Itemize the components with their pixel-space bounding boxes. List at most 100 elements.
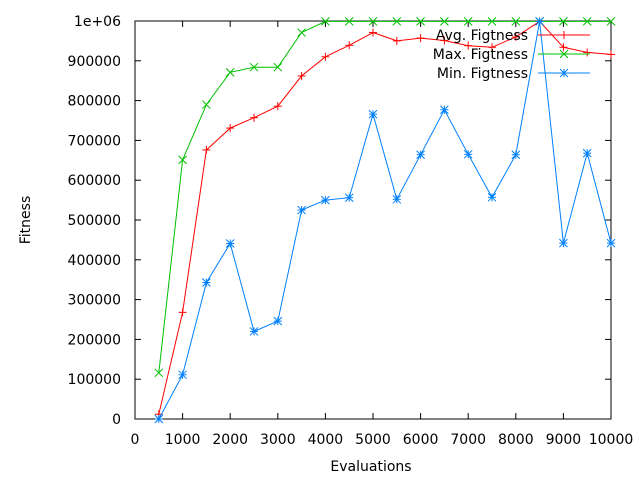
legend-marker-avg-figtness <box>560 31 568 39</box>
data-point-min-figtness <box>559 238 568 248</box>
series-max-figtness <box>154 17 616 378</box>
data-point-max-figtness <box>154 368 164 378</box>
data-point-max-figtness <box>249 62 259 72</box>
data-point-max-figtness <box>606 17 616 26</box>
data-point-avg-figtness <box>250 113 258 122</box>
x-tick-label: 3000 <box>260 432 296 448</box>
y-tick-label: 600000 <box>68 173 121 189</box>
data-point-avg-figtness <box>178 308 187 317</box>
data-point-max-figtness <box>392 17 402 26</box>
y-tick-label: 700000 <box>68 133 121 149</box>
data-point-min-figtness <box>297 205 306 215</box>
data-point-min-figtness <box>202 278 211 287</box>
data-point-min-figtness <box>463 149 473 159</box>
x-tick-label: 1000 <box>165 432 201 448</box>
plot-frame <box>134 20 612 420</box>
legend-label: Avg. Figtness <box>436 28 528 44</box>
data-point-min-figtness <box>368 109 378 119</box>
y-tick-label: 0 <box>112 412 121 428</box>
x-tick-label: 8000 <box>498 432 534 448</box>
data-point-avg-figtness <box>559 43 568 52</box>
data-point-max-figtness <box>559 17 568 26</box>
data-point-min-figtness <box>440 105 449 115</box>
data-point-avg-figtness <box>392 36 401 45</box>
series-line-min-figtness <box>158 21 612 420</box>
data-point-max-figtness <box>178 155 187 165</box>
data-point-min-figtness <box>582 148 592 158</box>
data-point-min-figtness <box>392 194 402 204</box>
data-point-min-figtness <box>178 370 187 380</box>
data-point-avg-figtness <box>297 71 306 80</box>
legend-label: Max. Figtness <box>433 47 528 63</box>
data-point-max-figtness <box>440 17 449 26</box>
data-point-min-figtness <box>511 150 521 160</box>
data-point-max-figtness <box>487 17 497 26</box>
data-point-max-figtness <box>297 28 306 37</box>
data-point-min-figtness <box>154 414 164 424</box>
data-point-avg-figtness <box>583 48 592 57</box>
legend-item-max-figtness: Max. Figtness <box>433 47 590 63</box>
data-point-max-figtness <box>463 17 473 26</box>
x-axis-title: Evaluations <box>330 459 411 475</box>
y-tick-label: 200000 <box>68 332 121 348</box>
data-point-min-figtness <box>225 239 235 248</box>
data-point-avg-figtness <box>369 28 377 37</box>
data-point-max-figtness <box>273 62 283 72</box>
data-point-max-figtness <box>511 17 521 26</box>
data-point-avg-figtness <box>226 124 235 133</box>
data-point-avg-figtness <box>464 41 473 50</box>
data-point-avg-figtness <box>345 41 354 50</box>
data-point-max-figtness <box>416 17 425 26</box>
y-tick-label: 400000 <box>68 253 121 269</box>
data-point-avg-figtness <box>440 36 449 45</box>
data-point-max-figtness <box>344 17 354 26</box>
data-point-avg-figtness <box>273 102 282 111</box>
y-tick-label: 900000 <box>68 54 121 70</box>
data-point-min-figtness <box>487 192 497 202</box>
data-point-avg-figtness <box>202 145 211 154</box>
data-point-avg-figtness <box>511 32 520 41</box>
legend-label: Min. Figtness <box>437 66 528 82</box>
y-tick-label: 300000 <box>68 293 121 309</box>
data-point-max-figtness <box>368 17 378 26</box>
series-min-figtness <box>154 17 616 424</box>
data-point-avg-figtness <box>416 34 425 43</box>
data-point-max-figtness <box>321 17 330 26</box>
y-tick-label: 100000 <box>68 372 121 388</box>
data-point-min-figtness <box>321 195 330 205</box>
x-tick-label: 6000 <box>403 432 439 448</box>
series-line-avg-figtness <box>158 20 612 415</box>
series-layer <box>154 17 616 424</box>
x-tick-label: 7000 <box>450 432 486 448</box>
legend-item-avg-figtness: Avg. Figtness <box>436 28 590 44</box>
data-point-min-figtness <box>416 150 425 160</box>
data-point-max-figtness <box>225 67 235 77</box>
data-point-min-figtness <box>344 193 354 203</box>
y-tick-label: 800000 <box>68 94 121 110</box>
data-point-avg-figtness <box>607 50 615 59</box>
data-point-avg-figtness <box>488 43 496 52</box>
x-tick-label: 4000 <box>308 432 344 448</box>
data-point-min-figtness <box>273 316 283 326</box>
x-tick-label: 0 <box>131 432 140 448</box>
x-tick-label: 10000 <box>589 432 634 448</box>
data-point-min-figtness <box>249 327 259 336</box>
y-tick-label: 1e+06 <box>74 14 121 30</box>
y-axis-title: Fitness <box>18 196 34 245</box>
x-tick-label: 5000 <box>355 432 391 448</box>
data-point-min-figtness <box>606 238 616 248</box>
data-point-avg-figtness <box>321 52 330 61</box>
y-tick-label: 500000 <box>68 213 121 229</box>
legend: Avg. Figtness Max. Figtness Min. Figtness <box>433 28 590 82</box>
x-tick-label: 2000 <box>212 432 248 448</box>
x-tick-label: 9000 <box>546 432 582 448</box>
legend-item-min-figtness: Min. Figtness <box>437 66 590 82</box>
axis-ticks: 0 1000 2000 3000 4000 5000 6000 7000 8000 9000 100… <box>68 14 634 448</box>
data-point-max-figtness <box>582 17 592 26</box>
legend-marker-min-figtness <box>559 68 569 78</box>
series-line-max-figtness <box>158 20 611 373</box>
data-point-min-figtness <box>535 17 544 26</box>
data-point-max-figtness <box>202 100 211 109</box>
legend-marker-max-figtness <box>559 49 569 59</box>
